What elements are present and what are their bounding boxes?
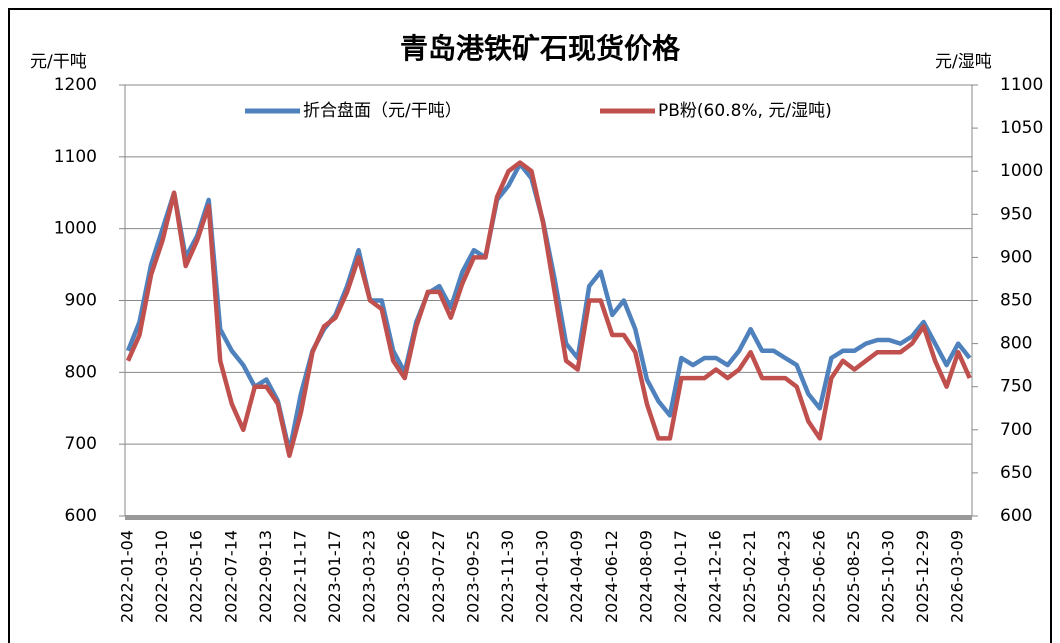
x-tick-label: 2023-01-17 [325,530,344,623]
x-tick-label: 2024-01-30 [533,530,552,623]
y2-tick-label: 700 [1000,420,1032,440]
x-tick-label: 2025-06-26 [809,530,828,623]
y-tick-label: 600 [65,506,97,526]
x-tick-label: 2025-02-21 [740,530,759,623]
legend-label: 折合盘面（元/干吨） [303,101,462,121]
x-tick-label: 2023-05-26 [394,530,413,623]
y2-tick-label: 800 [1000,334,1032,354]
x-tick-label: 2022-03-10 [152,530,171,623]
x-tick-label: 2024-12-16 [706,530,725,623]
x-tick-label: 2023-09-25 [463,530,482,623]
chart-title: 青岛港铁矿石现货价格 [400,32,681,65]
x-tick-label: 2022-05-16 [187,530,206,623]
y2-tick-label: 1100 [1000,75,1043,95]
y-tick-label: 900 [65,291,97,311]
y2-tick-label: 850 [1000,291,1032,311]
y2-tick-label: 900 [1000,247,1032,267]
y2-tick-label: 650 [1000,463,1032,483]
x-tick-label: 2024-08-09 [636,530,655,623]
x-tick-label: 2022-09-13 [256,530,275,623]
x-axis [125,515,972,520]
x-tick-label: 2025-10-30 [878,530,897,623]
y-tick-label: 1000 [54,219,97,239]
x-tick-label: 2024-04-09 [567,530,586,623]
x-tick-label: 2025-08-25 [844,530,863,623]
frame [8,8,1052,643]
x-tick-label: 2026-03-09 [948,530,967,623]
y2-tick-label: 950 [1000,204,1032,224]
x-tick-label: 2025-12-29 [913,530,932,623]
y-tick-label: 800 [65,362,97,382]
series-line [125,161,972,454]
x-tick-label: 2023-07-27 [429,530,448,623]
y-tick-label: 1200 [54,75,97,95]
y2-tick-label: 750 [1000,377,1032,397]
x-tick-label: 2022-07-14 [221,530,240,623]
x-tick-label: 2022-11-17 [290,530,309,623]
y-axis-label: 元/干吨 [30,52,87,72]
y-tick-label: 1100 [54,147,97,167]
y2-axis-label: 元/湿吨 [935,52,992,72]
x-tick-label: 2022-01-04 [118,530,137,623]
y-tick-label: 700 [65,434,97,454]
y2-tick-label: 1000 [1000,161,1043,181]
y2-tick-label: 600 [1000,506,1032,526]
x-tick-label: 2023-03-23 [360,530,379,623]
y2-tick-label: 1050 [1000,118,1043,138]
series-line [125,160,972,458]
x-tick-label: 2024-10-17 [671,530,690,623]
x-tick-label: 2025-04-23 [775,530,794,623]
x-tick-label: 2024-06-12 [602,530,621,623]
x-tick-label: 2023-11-30 [498,530,517,623]
legend-label: PB粉(60.8%, 元/湿吨) [658,101,832,121]
